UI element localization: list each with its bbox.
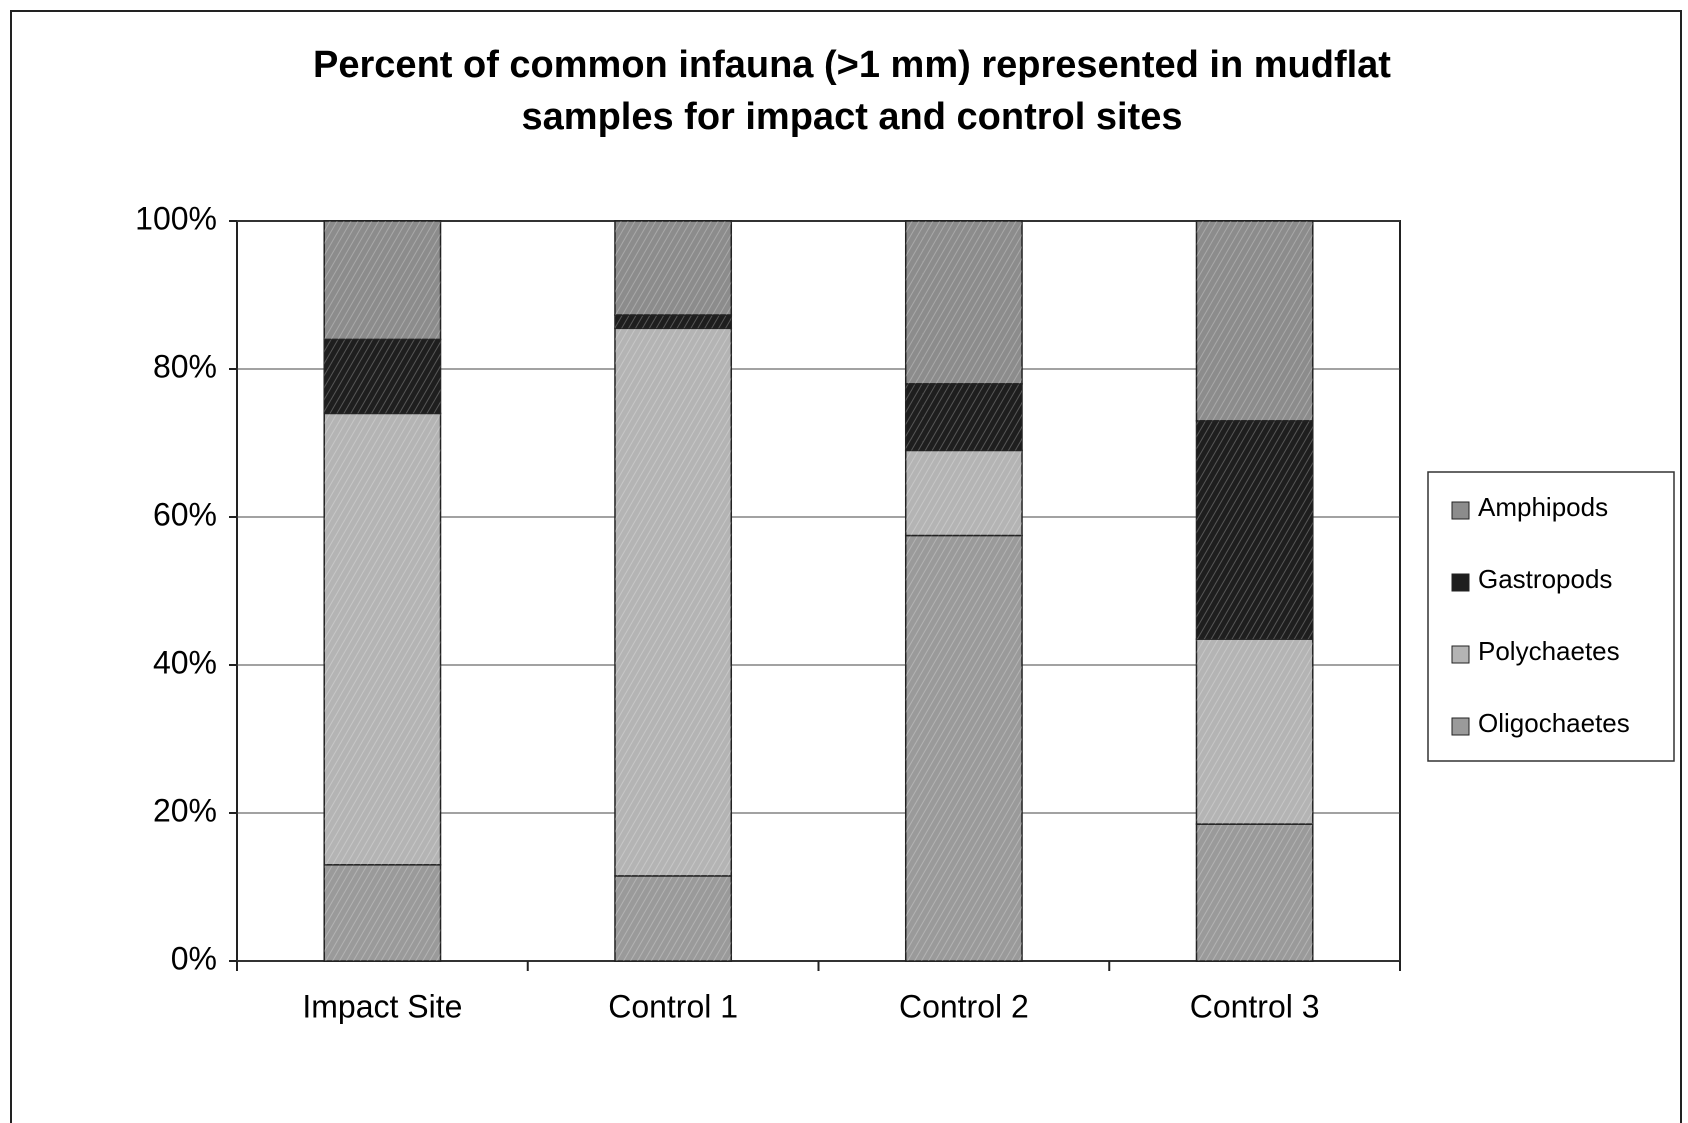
x-tick-label: Control 1 — [608, 988, 738, 1024]
legend-swatch — [1451, 645, 1470, 664]
x-tick-label: Control 2 — [899, 988, 1029, 1024]
chart-title: Percent of common infauna (>1 mm) repres… — [313, 44, 1391, 86]
legend-label: Oligochaetes — [1478, 708, 1630, 738]
y-tick-label: 40% — [153, 644, 217, 680]
bar-texture — [324, 339, 441, 414]
legend-swatch — [1451, 573, 1470, 592]
x-tick-label: Impact Site — [302, 988, 462, 1024]
y-tick-label: 20% — [153, 792, 217, 828]
bar-texture — [324, 864, 441, 961]
y-tick-label: 80% — [153, 348, 217, 384]
bar-texture — [1196, 420, 1313, 640]
legend-label: Polychaetes — [1478, 636, 1620, 666]
bar-texture — [614, 314, 732, 329]
bar-texture — [905, 221, 1023, 384]
frame — [10, 10, 1682, 1123]
bar-texture — [614, 221, 732, 315]
y-tick-label: 0% — [171, 940, 217, 976]
bar-texture — [1196, 639, 1313, 825]
bar-texture — [324, 221, 441, 340]
legend-label: Gastropods — [1478, 564, 1612, 594]
bar-texture — [905, 535, 1023, 961]
x-tick-label: Control 3 — [1190, 988, 1320, 1024]
bar-texture — [905, 383, 1023, 451]
y-tick-label: 60% — [153, 496, 217, 532]
bar-texture — [1196, 824, 1313, 961]
bar-texture — [614, 328, 732, 876]
y-tick-label: 100% — [135, 200, 217, 236]
legend-swatch — [1451, 717, 1470, 736]
chart-title: samples for impact and control sites — [522, 96, 1183, 138]
legend-swatch — [1451, 501, 1470, 520]
bar-texture — [614, 875, 732, 961]
bar-texture — [1196, 221, 1313, 421]
bar-texture — [324, 413, 441, 865]
bar-texture — [905, 450, 1023, 536]
legend-label: Amphipods — [1478, 492, 1608, 522]
legend-box — [1427, 471, 1675, 762]
